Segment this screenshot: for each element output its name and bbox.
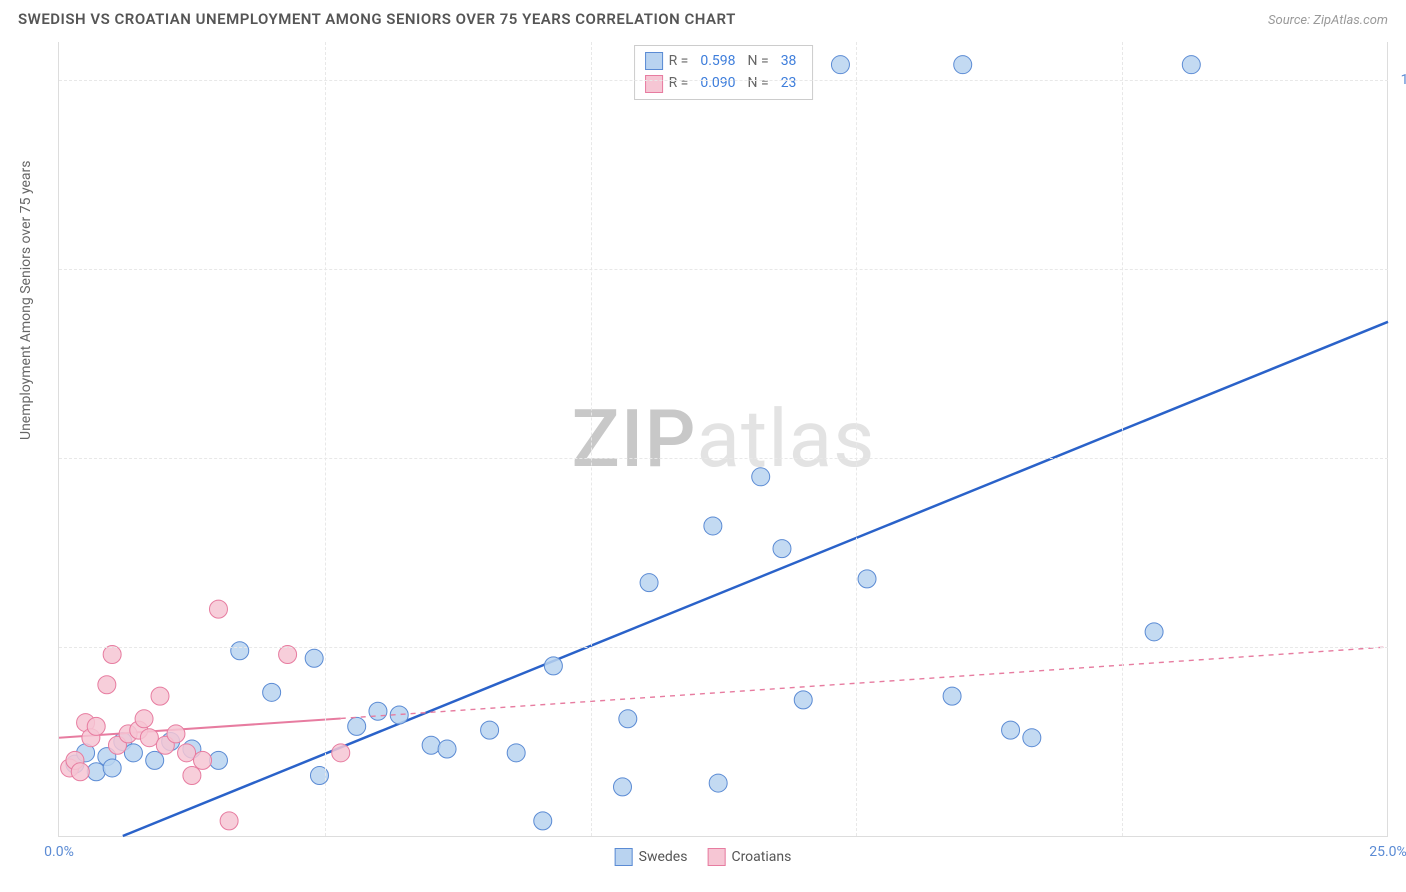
data-point bbox=[183, 767, 201, 785]
legend-r-label: R = bbox=[669, 72, 689, 94]
data-point bbox=[103, 759, 121, 777]
x-tick-label: 0.0% bbox=[44, 844, 74, 860]
data-point bbox=[231, 642, 249, 660]
data-point bbox=[640, 574, 658, 592]
data-point bbox=[704, 517, 722, 535]
data-point bbox=[332, 744, 350, 762]
legend-row: R =0.598 N = 38 bbox=[645, 50, 803, 72]
data-point bbox=[613, 778, 631, 796]
header: SWEDISH VS CROATIAN UNEMPLOYMENT AMONG S… bbox=[18, 10, 1388, 28]
chart-title: SWEDISH VS CROATIAN UNEMPLOYMENT AMONG S… bbox=[18, 10, 736, 28]
data-point bbox=[209, 751, 227, 769]
data-point bbox=[954, 56, 972, 74]
y-tick-label: 75.0% bbox=[1396, 261, 1406, 277]
data-point bbox=[348, 717, 366, 735]
data-point bbox=[135, 710, 153, 728]
data-point bbox=[369, 702, 387, 720]
data-point bbox=[71, 763, 89, 781]
data-point bbox=[279, 646, 297, 664]
data-point bbox=[103, 646, 121, 664]
legend-row: R =0.090 N = 23 bbox=[645, 72, 803, 94]
data-point bbox=[178, 744, 196, 762]
data-point bbox=[194, 751, 212, 769]
gridline-v bbox=[856, 42, 857, 836]
gridline-h bbox=[59, 647, 1388, 648]
gridline-h bbox=[59, 80, 1388, 81]
data-point bbox=[305, 649, 323, 667]
data-point bbox=[167, 725, 185, 743]
data-point bbox=[263, 683, 281, 701]
data-point bbox=[794, 691, 812, 709]
series-legend: Swedes Croatians bbox=[615, 848, 792, 866]
correlation-legend: R =0.598 N = 38 R =0.090 N = 23 bbox=[634, 45, 814, 100]
data-point bbox=[752, 468, 770, 486]
trend-line-swedes bbox=[123, 322, 1388, 836]
legend-swatch bbox=[645, 52, 663, 70]
data-point bbox=[146, 751, 164, 769]
data-point bbox=[140, 729, 158, 747]
gridline-h bbox=[59, 458, 1388, 459]
data-point bbox=[438, 740, 456, 758]
data-point bbox=[124, 744, 142, 762]
legend-r-label: R = bbox=[669, 50, 689, 72]
gridline-v bbox=[591, 42, 592, 836]
legend-n-value: 23 bbox=[775, 72, 803, 94]
data-point bbox=[1145, 623, 1163, 641]
legend-r-value: 0.598 bbox=[694, 50, 741, 72]
data-point bbox=[507, 744, 525, 762]
data-point bbox=[1182, 56, 1200, 74]
data-point bbox=[544, 657, 562, 675]
legend-label: Swedes bbox=[639, 849, 688, 865]
data-point bbox=[773, 540, 791, 558]
data-point bbox=[481, 721, 499, 739]
x-tick-label: 25.0% bbox=[1369, 844, 1406, 860]
plot-layer bbox=[59, 42, 1388, 836]
y-tick-label: 25.0% bbox=[1396, 639, 1406, 655]
data-point bbox=[422, 736, 440, 754]
legend-swatch bbox=[645, 75, 663, 93]
data-point bbox=[1023, 729, 1041, 747]
data-point bbox=[151, 687, 169, 705]
data-point bbox=[87, 763, 105, 781]
data-point bbox=[98, 676, 116, 694]
legend-item: Swedes bbox=[615, 848, 688, 866]
data-point bbox=[534, 812, 552, 830]
legend-n-label: N = bbox=[748, 72, 769, 94]
data-point bbox=[209, 600, 227, 618]
source-label: Source: ZipAtlas.com bbox=[1268, 13, 1388, 28]
legend-label: Croatians bbox=[731, 849, 791, 865]
legend-n-value: 38 bbox=[775, 50, 803, 72]
data-point bbox=[831, 56, 849, 74]
data-point bbox=[858, 570, 876, 588]
y-tick-label: 50.0% bbox=[1396, 450, 1406, 466]
data-point bbox=[1002, 721, 1020, 739]
data-point bbox=[220, 812, 238, 830]
legend-item: Croatians bbox=[707, 848, 791, 866]
legend-n-label: N = bbox=[748, 50, 769, 72]
data-point bbox=[943, 687, 961, 705]
data-point bbox=[709, 774, 727, 792]
scatter-chart: ZIPatlas R =0.598N =38R =0.090N =23 25.0… bbox=[58, 42, 1388, 837]
gridline-v bbox=[325, 42, 326, 836]
gridline-h bbox=[59, 269, 1388, 270]
gridline-v bbox=[1122, 42, 1123, 836]
data-point bbox=[87, 717, 105, 735]
y-axis-label: Unemployment Among Seniors over 75 years bbox=[18, 161, 34, 441]
y-tick-label: 100.0% bbox=[1396, 72, 1406, 88]
legend-swatch bbox=[707, 848, 725, 866]
legend-r-value: 0.090 bbox=[694, 72, 741, 94]
data-point bbox=[619, 710, 637, 728]
legend-swatch bbox=[615, 848, 633, 866]
